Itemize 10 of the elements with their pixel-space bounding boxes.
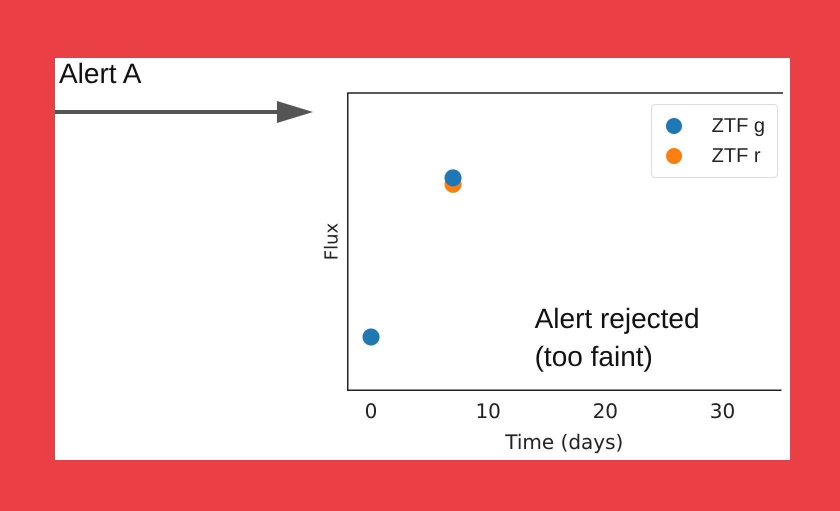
x-tick-label: 30 [710, 399, 736, 424]
x-axis-title: Time (days) [504, 430, 624, 454]
annotation: Alert rejected (too faint) [534, 303, 700, 372]
x-tick-label: 20 [592, 399, 618, 424]
y-axis-title: Flux [321, 222, 342, 260]
legend-label: ZTF g [712, 114, 765, 138]
x-tick-label: 10 [475, 399, 501, 424]
legend-label: ZTF r [712, 144, 761, 168]
x-tick-label: 0 [364, 399, 378, 424]
text: Alert A [59, 58, 142, 90]
